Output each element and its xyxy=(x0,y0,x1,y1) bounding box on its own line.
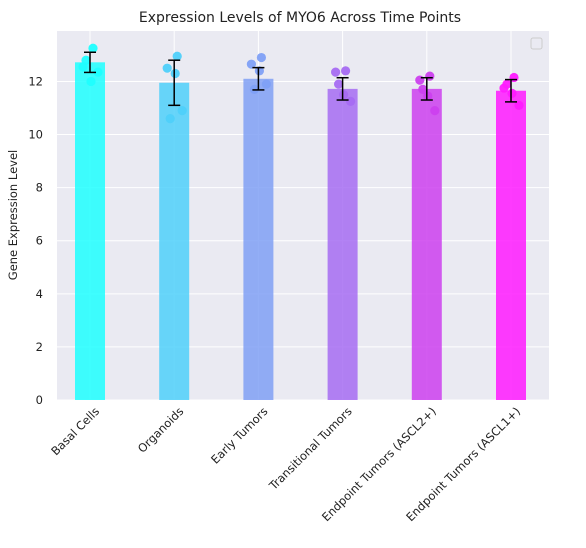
data-point xyxy=(246,59,256,69)
y-tick-label: 4 xyxy=(36,287,43,301)
y-tick-label: 6 xyxy=(36,234,43,248)
legend-box xyxy=(530,37,543,50)
data-point xyxy=(165,114,175,124)
data-point xyxy=(172,51,182,61)
data-point xyxy=(93,67,103,77)
data-point xyxy=(170,68,180,79)
bar xyxy=(243,78,274,400)
data-point xyxy=(341,66,351,76)
data-point xyxy=(502,79,512,89)
plot-area xyxy=(57,31,549,400)
bars xyxy=(75,62,526,401)
x-tick-label: Early Tumors xyxy=(208,404,270,466)
bar xyxy=(327,88,358,400)
data-point xyxy=(339,90,349,100)
x-tick-label: Basal Cells xyxy=(48,404,102,458)
data-point xyxy=(334,79,344,89)
y-tick-labels: 0 2 4 6 8 10 12 xyxy=(28,74,43,407)
data-point xyxy=(430,106,440,116)
bar xyxy=(75,62,105,400)
legend xyxy=(530,37,543,50)
data-point xyxy=(507,88,517,98)
data-point xyxy=(346,96,356,106)
data-point xyxy=(81,55,91,65)
x-tick-label: Transitional Tumors xyxy=(266,404,355,493)
data-point xyxy=(177,106,187,116)
bar xyxy=(411,88,442,400)
y-tick-label: 0 xyxy=(36,393,43,407)
data-point xyxy=(162,63,172,73)
data-points xyxy=(78,43,524,124)
data-point xyxy=(423,91,433,101)
data-point xyxy=(256,52,266,63)
data-point xyxy=(261,79,271,89)
y-tick-label: 12 xyxy=(28,74,43,88)
data-point xyxy=(514,100,524,110)
x-tick-label: Organoids xyxy=(135,404,186,455)
error-bars xyxy=(84,51,517,107)
data-point xyxy=(254,66,264,76)
y-tick-label: 8 xyxy=(36,181,43,195)
bar xyxy=(496,90,526,400)
y-tick-label: 10 xyxy=(28,128,43,142)
data-point xyxy=(88,43,98,53)
data-point xyxy=(418,84,428,95)
chart-title: Expression Levels of MYO6 Across Time Po… xyxy=(139,10,461,26)
data-point xyxy=(415,75,425,85)
data-point xyxy=(86,76,96,87)
y-tick-label: 2 xyxy=(36,340,43,354)
data-point xyxy=(331,67,341,77)
x-tick-labels: Basal Cells Organoids Early TumorsTransiti… xyxy=(48,404,523,524)
bar xyxy=(159,82,190,401)
y-axis-label: Gene Expression Level xyxy=(6,150,20,280)
